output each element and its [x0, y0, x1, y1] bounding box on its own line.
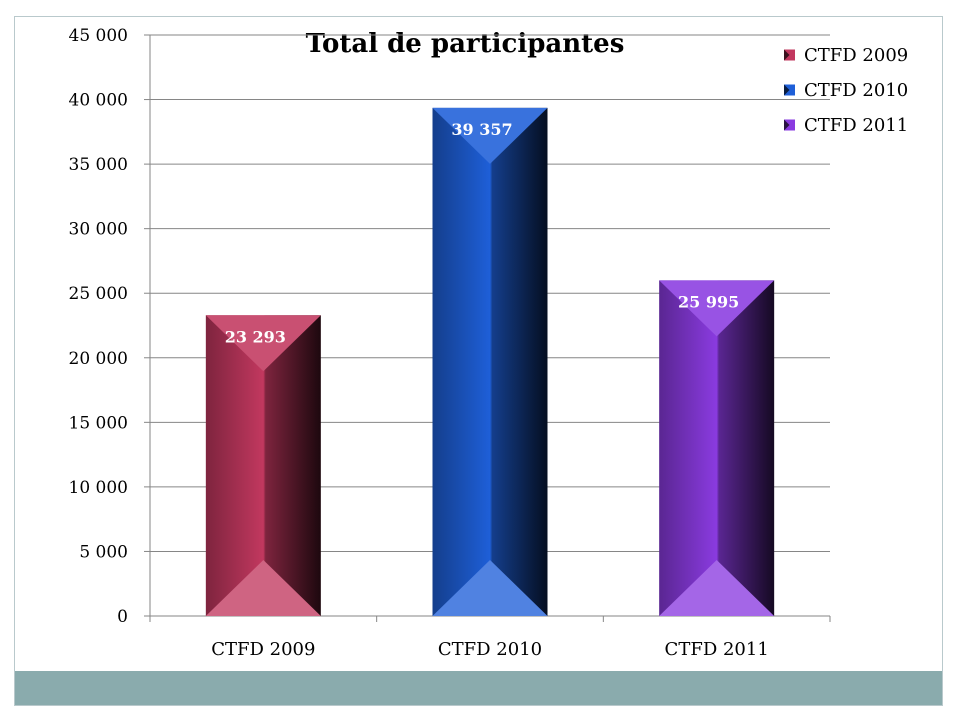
data-label: 23 293 [225, 327, 286, 346]
y-tick-label: 30 000 [69, 220, 128, 240]
y-axis-ticks: 0 5 000 10 000 15 000 20 000 25 000 30 000 35 0… [69, 26, 150, 627]
bar-top-bevel [659, 280, 775, 337]
legend-label: CTFD 2011 [804, 115, 908, 136]
x-category-label: CTFD 2010 [438, 639, 542, 660]
y-tick-label: 35 000 [69, 155, 128, 175]
y-tick-label: 45 000 [69, 26, 128, 46]
x-category-label: CTFD 2011 [665, 639, 769, 660]
bar-ctfd-2009: 23 293 [205, 315, 321, 616]
footer-bar [15, 671, 942, 705]
bar-body [432, 107, 548, 617]
y-tick-label: 10 000 [69, 478, 128, 498]
legend-item: CTFD 2010 [784, 80, 908, 101]
y-tick-label: 15 000 [69, 413, 128, 433]
bars: 23 293 39 357 25 995 [205, 107, 775, 617]
bar-top-bevel [205, 315, 321, 372]
legend-label: CTFD 2010 [804, 80, 908, 101]
x-axis-labels: CTFD 2009 CTFD 2010 CTFD 2011 [211, 639, 769, 660]
data-label: 25 995 [678, 292, 739, 311]
legend-item: CTFD 2011 [784, 115, 908, 136]
x-category-label: CTFD 2009 [211, 639, 315, 660]
y-tick-label: 5 000 [79, 542, 128, 562]
legend-swatch-bevel [784, 84, 790, 96]
y-tick-label: 25 000 [69, 284, 128, 304]
y-tick-label: 0 [117, 607, 128, 627]
bar-bottom-bevel [659, 560, 775, 616]
legend: CTFD 2009 CTFD 2010 CTFD 2011 [784, 45, 908, 136]
data-label: 39 357 [451, 120, 512, 139]
legend-label: CTFD 2009 [804, 45, 908, 66]
bar-ctfd-2010: 39 357 [432, 107, 548, 617]
y-tick-label: 40 000 [69, 91, 128, 111]
y-tick-label: 20 000 [69, 349, 128, 369]
legend-item: CTFD 2009 [784, 45, 908, 66]
bar-bottom-bevel [432, 560, 548, 616]
chart-title: Total de participantes [306, 29, 625, 59]
bar-ctfd-2011: 25 995 [659, 280, 775, 616]
legend-swatch-bevel [784, 119, 790, 131]
bar-top-bevel [432, 107, 548, 164]
legend-swatch-bevel [784, 49, 790, 61]
bar-bottom-bevel [205, 560, 321, 616]
